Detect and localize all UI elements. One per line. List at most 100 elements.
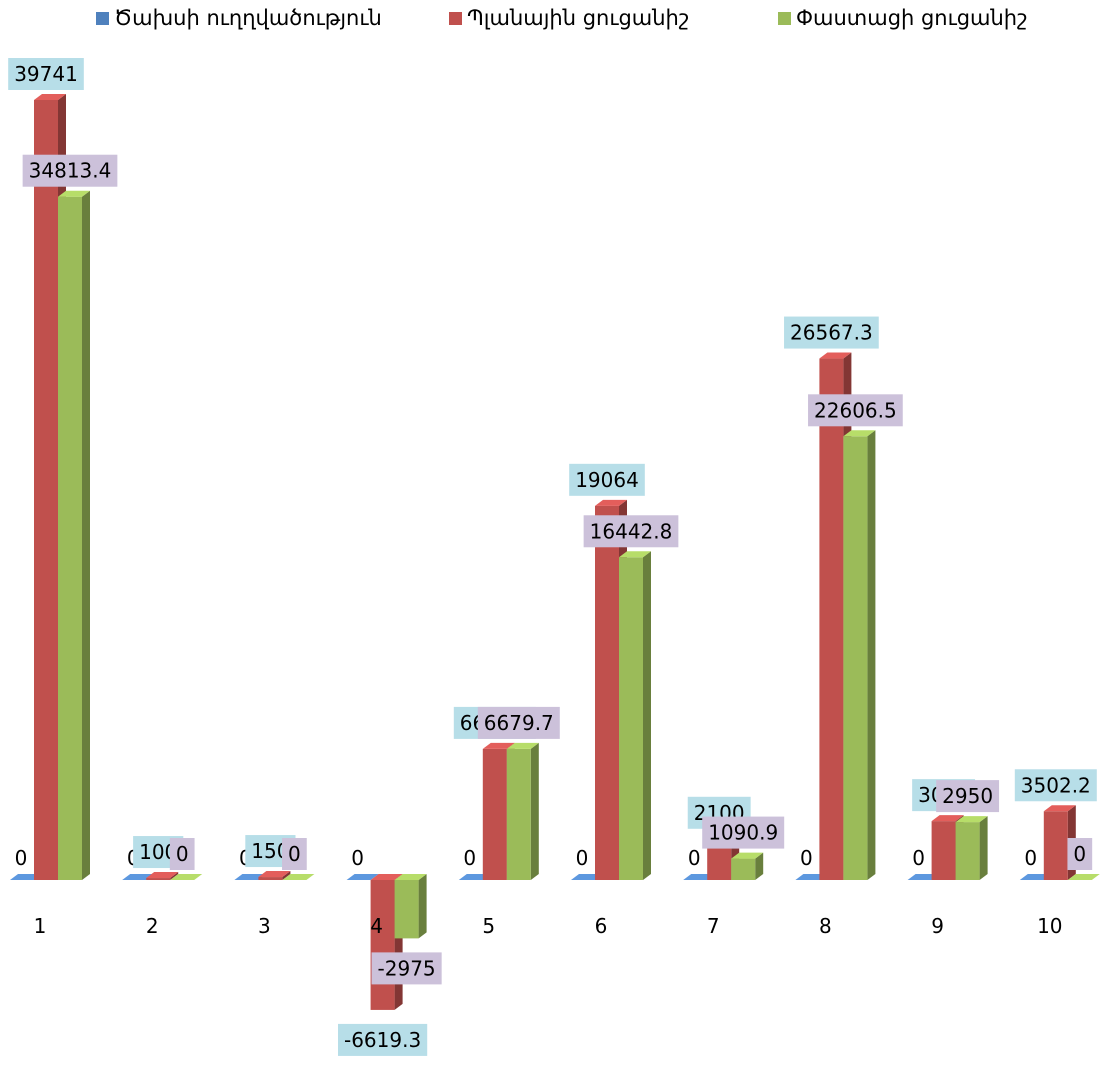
bar-series-3 — [170, 874, 203, 880]
data-label-text: 0 — [1024, 846, 1037, 870]
bar-top — [482, 742, 515, 749]
data-label-box — [477, 706, 560, 739]
bar-front — [1043, 811, 1068, 880]
data-label-series-2: 19064 — [569, 463, 645, 496]
data-label-box — [808, 394, 903, 427]
bar-front — [394, 880, 419, 939]
bar-front — [819, 358, 844, 880]
bar-series-3 — [506, 742, 539, 880]
legend: Ծախսի ուղղվածություն Պլանային ցուցանիշ Փաս… — [96, 6, 1028, 30]
data-label-series-2: 26567.3 — [784, 316, 879, 349]
bar-top — [506, 742, 539, 749]
data-label-text: -2975 — [378, 956, 436, 980]
bar-front — [370, 880, 395, 1010]
bar-front — [843, 436, 868, 880]
x-tick-label: 3 — [258, 914, 271, 938]
bar-front — [506, 748, 531, 880]
data-label-series-3: 6679.7 — [477, 706, 560, 739]
bar-top — [595, 499, 627, 506]
data-label-series-1: 0 — [912, 846, 925, 870]
x-tick-label: 4 — [370, 914, 383, 938]
bar-series-3 — [843, 430, 876, 880]
data-label-text: 39741 — [14, 62, 78, 86]
data-label-text: 2950 — [942, 784, 993, 808]
bar-side — [643, 551, 651, 880]
bar-top — [58, 190, 90, 197]
data-label-box — [169, 838, 195, 870]
data-label-text: 0 — [176, 842, 189, 866]
legend-entry: Փաստացի ցուցանիշ — [778, 6, 1028, 30]
legend-label: Փաստացի ցուցանիշ — [796, 6, 1028, 30]
bar-series-3 — [394, 874, 427, 939]
legend-entry: Ծախսի ուղղվածություն — [96, 6, 382, 30]
bar-side — [282, 871, 291, 880]
bar-side — [530, 742, 539, 880]
bar-top — [34, 94, 66, 100]
data-label-text: 0 — [576, 846, 589, 870]
data-label-series-3: -2975 — [371, 952, 442, 985]
bar-series-1 — [346, 874, 379, 880]
data-label-box — [1067, 838, 1093, 870]
data-label-text: 3502.2 — [1021, 773, 1091, 797]
bar-front — [258, 877, 283, 880]
x-tick-label: 8 — [819, 914, 832, 938]
bar-top — [170, 874, 203, 880]
data-label-series-1: 0 — [1024, 846, 1037, 870]
bar-side — [979, 816, 988, 880]
legend-swatch — [778, 12, 791, 25]
data-labels: 0 39741 34813.4 0 10 0 0 0 1 5 0 0 0 -6619.3 -2975 0 667… — [8, 58, 1097, 1056]
bar-side — [755, 852, 764, 880]
bar-series-3 — [619, 551, 651, 880]
legend-entry: Պլանային ցուցանիշ — [449, 6, 689, 30]
bar-top — [282, 874, 315, 880]
data-label-series-1: 0 — [688, 846, 701, 870]
x-tick-label: 5 — [482, 914, 495, 938]
bar-top — [619, 551, 651, 558]
bar-series-2 — [258, 871, 291, 880]
legend-label: Պլանային ցուցանիշ — [467, 6, 689, 30]
bar-side — [418, 874, 427, 939]
bar-top — [1043, 805, 1076, 812]
data-label-text: 0 — [463, 846, 476, 870]
data-label-text: 0 — [1073, 842, 1086, 866]
data-label-series-3: 34813.4 — [22, 154, 118, 187]
bar-front — [34, 100, 58, 880]
bar-top — [346, 874, 379, 880]
bar-side — [82, 190, 90, 881]
bar-top — [370, 874, 403, 880]
data-label-series-2: -6619.3 — [337, 1023, 428, 1056]
x-tick-label: 1 — [34, 914, 47, 938]
data-label-series-3: 16442.8 — [583, 515, 679, 548]
data-label-text: 0 — [351, 846, 364, 870]
data-label-box — [371, 952, 442, 985]
data-label-text: 22606.5 — [814, 398, 897, 422]
x-tick-label: 6 — [595, 914, 608, 938]
data-label-box — [936, 780, 1000, 813]
data-label-text: 26567.3 — [790, 321, 873, 345]
x-tick-label: 2 — [146, 914, 159, 938]
data-label-text: 0 — [288, 842, 301, 866]
data-label-series-1: 0 — [463, 846, 476, 870]
x-tick-label: 10 — [1037, 914, 1062, 938]
bar-front — [146, 878, 171, 880]
data-label-text: 6679.7 — [484, 711, 554, 735]
plot-area — [10, 94, 1100, 1010]
data-label-box — [8, 58, 84, 90]
legend-label: Ծախսի ուղղվածություն — [114, 6, 382, 30]
bar-side — [170, 872, 179, 880]
bar-top — [1067, 874, 1100, 880]
data-label-series-3: 0 — [282, 838, 307, 870]
bar-front — [619, 557, 643, 880]
data-label-text: 34813.4 — [29, 159, 112, 183]
data-label-text: 19064 — [575, 468, 639, 492]
data-label-series-1: 0 — [351, 846, 364, 870]
bar-front — [482, 748, 507, 880]
bar-top — [955, 816, 988, 823]
data-label-box — [282, 838, 307, 870]
data-label-text: 16442.8 — [590, 519, 673, 543]
data-label-series-1: 0 — [576, 846, 589, 870]
bar-top — [931, 815, 964, 822]
legend-swatch — [449, 12, 462, 25]
data-label-series-3: 0 — [169, 838, 195, 870]
